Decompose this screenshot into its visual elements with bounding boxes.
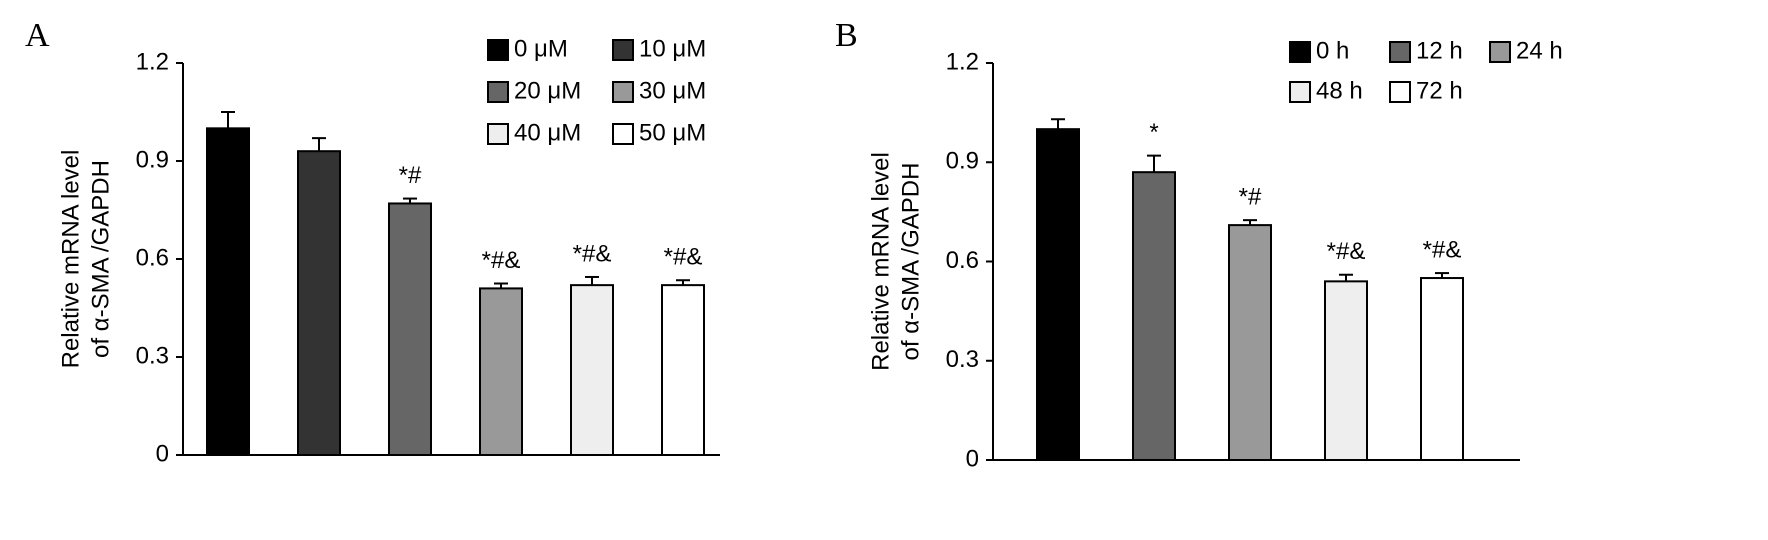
bar bbox=[661, 284, 705, 456]
y-tick-label: 1.2 bbox=[136, 48, 169, 75]
y-tick-label: 0.3 bbox=[136, 342, 169, 369]
y-tick-label: 0.9 bbox=[136, 146, 169, 173]
bar bbox=[1036, 128, 1080, 462]
legend-swatch bbox=[1389, 81, 1411, 103]
legend-swatch bbox=[1289, 81, 1311, 103]
legend-swatch bbox=[1489, 41, 1511, 63]
legend-swatch bbox=[612, 123, 634, 145]
y-tick-label: 0 bbox=[156, 440, 169, 467]
legend-swatch bbox=[487, 39, 509, 61]
legend-label: 0 μM bbox=[514, 35, 568, 62]
legend-swatch bbox=[1289, 41, 1311, 63]
bar bbox=[1324, 280, 1368, 461]
y-tick-label: 0.6 bbox=[946, 247, 979, 274]
bar bbox=[1228, 224, 1272, 461]
significance-label: *#& bbox=[1327, 238, 1366, 265]
significance-label: *#& bbox=[573, 240, 612, 267]
bar bbox=[570, 284, 614, 456]
bar bbox=[1132, 171, 1176, 462]
y-tick-label: 0.6 bbox=[136, 244, 169, 271]
significance-label: *#& bbox=[1423, 236, 1462, 263]
significance-label: *# bbox=[1239, 183, 1262, 210]
legend-swatch bbox=[1389, 41, 1411, 63]
y-tick-label: 0.9 bbox=[946, 148, 979, 175]
y-axis-label: of α-SMA /GAPDH bbox=[87, 160, 114, 358]
y-axis-label: Relative mRNA level bbox=[867, 152, 894, 371]
bar bbox=[206, 127, 250, 456]
legend-swatch bbox=[487, 81, 509, 103]
legend-swatch bbox=[612, 81, 634, 103]
panel-label: A bbox=[25, 17, 50, 54]
legend-swatch bbox=[487, 123, 509, 145]
y-tick-label: 0.3 bbox=[946, 346, 979, 373]
significance-label: *#& bbox=[482, 247, 521, 274]
legend-label: 12 h bbox=[1416, 37, 1463, 64]
significance-label: * bbox=[1149, 119, 1158, 146]
legend-label: 40 μM bbox=[514, 119, 581, 146]
y-axis-label: Relative mRNA level bbox=[57, 150, 84, 369]
legend-label: 0 h bbox=[1316, 37, 1349, 64]
legend-swatch bbox=[612, 39, 634, 61]
bar bbox=[388, 202, 432, 456]
significance-label: *# bbox=[399, 162, 422, 189]
legend-label: 24 h bbox=[1516, 37, 1563, 64]
panel-label: B bbox=[835, 17, 858, 54]
bar bbox=[479, 287, 523, 456]
y-axis-label: of α-SMA /GAPDH bbox=[897, 163, 924, 361]
significance-label: *#& bbox=[664, 244, 703, 271]
bar bbox=[297, 150, 341, 456]
legend-label: 10 μM bbox=[639, 35, 706, 62]
legend-label: 20 μM bbox=[514, 77, 581, 104]
legend-label: 30 μM bbox=[639, 77, 706, 104]
bar bbox=[1420, 277, 1464, 461]
legend-label: 48 h bbox=[1316, 77, 1363, 104]
y-tick-label: 0 bbox=[966, 445, 979, 472]
y-tick-label: 1.2 bbox=[946, 48, 979, 75]
legend-label: 50 μM bbox=[639, 119, 706, 146]
legend-label: 72 h bbox=[1416, 77, 1463, 104]
